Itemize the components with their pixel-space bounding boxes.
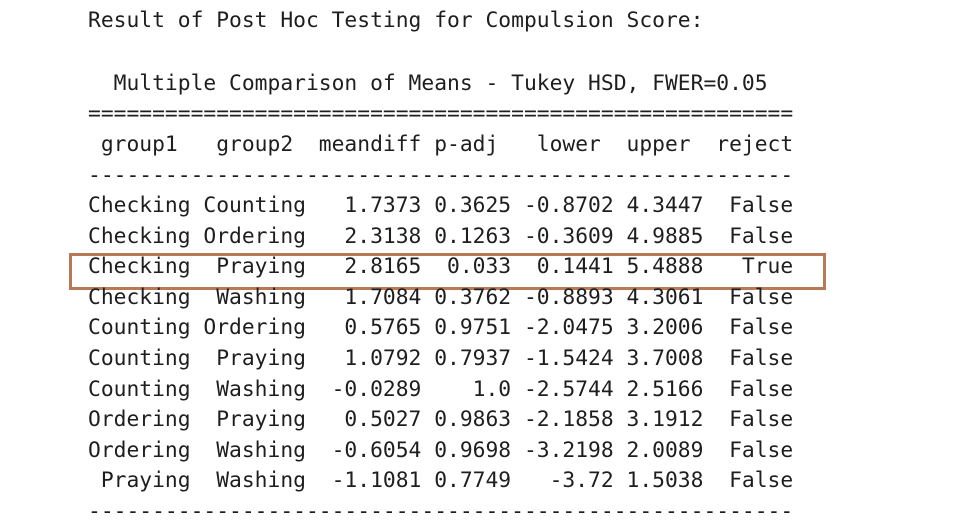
rule: ========================================… [88,101,794,126]
table-row: Counting Washing -0.0289 1.0 -2.5744 2.5… [88,376,794,402]
table-row: Checking Praying 2.8165 0.033 0.1441 5.4… [88,254,794,280]
table-row: Ordering Washing -0.6054 0.9698 -3.2198 … [88,437,794,463]
table-row: Praying Washing -1.1081 0.7749 -3.72 1.5… [88,468,794,494]
table-row: Counting Ordering 0.5765 0.9751 -2.0475 … [88,315,794,341]
caption: Multiple Comparison of Means - Tukey HSD… [88,71,768,96]
table-row: Checking Washing 1.7084 0.3762 -0.8893 4… [88,284,794,310]
table-row: Checking Ordering 2.3138 0.1263 -0.3609 … [88,223,794,249]
rule: ----------------------------------------… [88,499,794,524]
table-row: Counting Praying 1.0792 0.7937 -1.5424 3… [88,346,794,371]
rule: ----------------------------------------… [88,163,794,188]
table-row: Checking Counting 1.7373 0.3625 -0.8702 … [88,193,794,218]
table-header: group1 group2 meandiff p-adj lower upper… [88,132,794,157]
highlight-box [69,253,826,290]
title: Result of Post Hoc Testing for Compulsio… [88,8,704,33]
table-row: Ordering Praying 0.5027 0.9863 -2.1858 3… [88,407,794,433]
